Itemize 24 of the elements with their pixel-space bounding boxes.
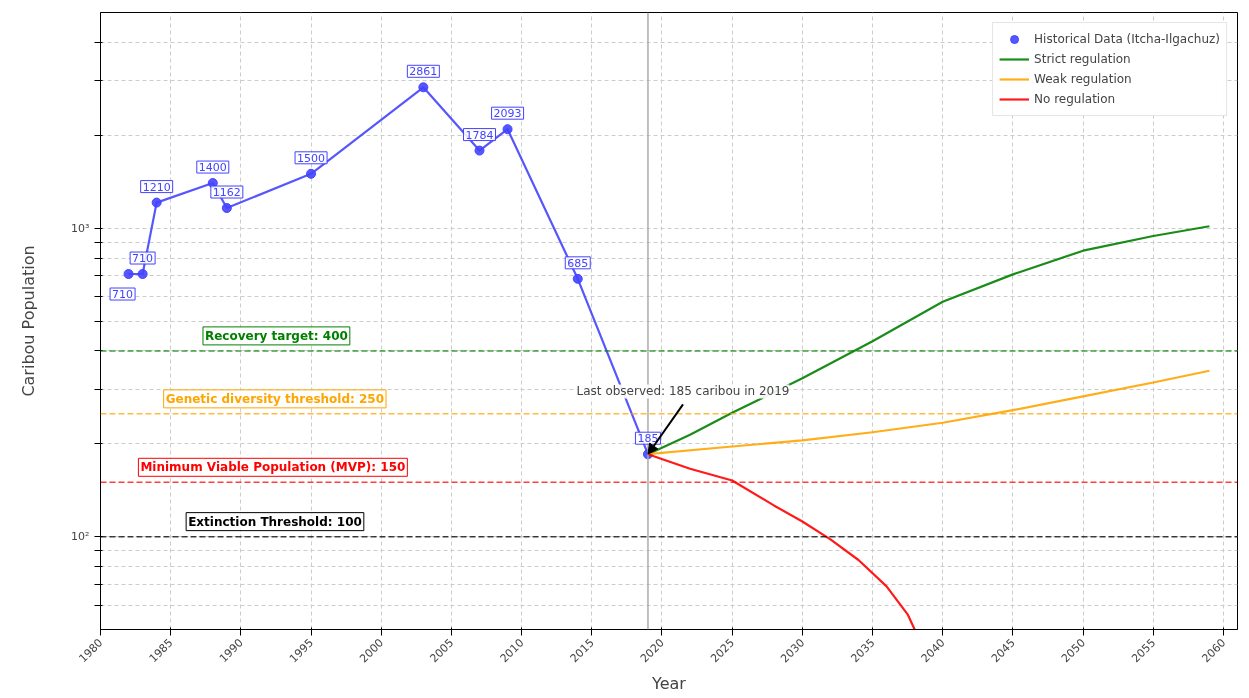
data-label: 1784 [465,128,494,142]
x-axis-title: Year [651,673,687,693]
ref-line-label: Genetic diversity threshold: 250 [165,391,385,406]
y-tick-label: 10² [71,530,90,544]
legend-label: No regulation [1034,92,1116,106]
ref-line-label: Recovery target: 400 [204,328,348,343]
legend-label: Historical Data (Itcha-Ilgachuz) [1034,32,1220,46]
data-label: 2861 [409,65,438,79]
legend-label: Strict regulation [1034,52,1131,66]
ref-line-label: Minimum Viable Population (MVP): 150 [140,460,406,475]
data-label: 185 [637,432,659,446]
ref-line-label: Extinction Threshold: 100 [188,514,362,529]
data-label: 685 [567,256,589,270]
data-label: 1162 [212,186,241,200]
data-label: 1400 [198,161,227,175]
data-label: 2093 [493,107,522,121]
y-axis-title: Caribou Population [19,245,39,397]
data-label: 710 [132,252,154,266]
y-tick-label: 10³ [71,221,90,235]
data-label: 710 [112,288,134,302]
annotation: Last observed: 185 caribou in 2019 [576,384,790,399]
data-label: 1500 [297,151,326,165]
data-label: 1210 [142,180,171,194]
legend-label: Weak regulation [1034,72,1132,86]
